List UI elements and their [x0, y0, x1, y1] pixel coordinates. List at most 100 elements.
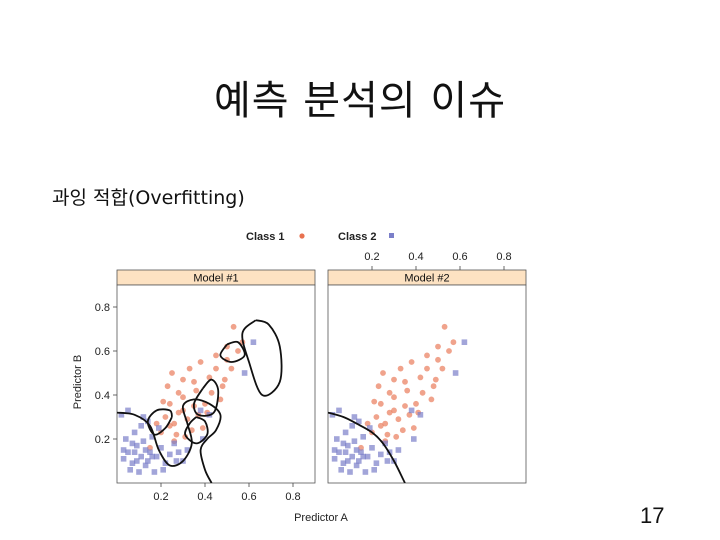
point-class-2: [173, 458, 180, 464]
point-class-1: [377, 422, 384, 429]
point-class-1: [364, 420, 371, 427]
point-class-2: [351, 414, 358, 420]
point-class-1: [191, 378, 197, 385]
point-class-2: [342, 449, 349, 455]
point-class-1: [435, 356, 441, 363]
point-class-2: [140, 414, 147, 420]
point-class-1: [377, 400, 384, 407]
point-class-1: [221, 376, 228, 383]
point-class-1: [208, 389, 215, 396]
point-class-2: [358, 449, 364, 455]
point-class-2: [331, 456, 338, 462]
point-class-2: [160, 467, 166, 473]
point-class-2: [351, 438, 358, 444]
x-tick-label-top: 0.6: [452, 251, 467, 263]
x-tick-label: 0.4: [197, 491, 212, 503]
point-class-2: [147, 449, 153, 455]
point-class-2: [167, 451, 173, 458]
point-class-1: [450, 339, 457, 346]
point-class-1: [217, 396, 224, 403]
point-class-1: [213, 352, 219, 359]
point-class-2: [120, 456, 127, 462]
point-class-1: [386, 409, 393, 416]
point-class-2: [369, 445, 375, 451]
point-class-1: [175, 409, 182, 416]
legend-label-class-1: Class 1: [246, 231, 285, 243]
point-class-2: [382, 440, 388, 447]
point-class-2: [134, 442, 140, 449]
point-class-1: [180, 394, 186, 401]
panel-frame: [327, 284, 527, 484]
point-class-2: [129, 440, 136, 447]
point-class-2: [342, 429, 349, 436]
point-class-1: [230, 323, 237, 330]
panel-2: Model #2 0.2 0.4 0.6 0.8: [327, 251, 527, 484]
point-class-1: [384, 431, 391, 438]
point-class-1: [397, 365, 404, 372]
point-class-2: [364, 453, 371, 460]
point-class-2: [184, 447, 191, 453]
point-class-2: [340, 440, 347, 447]
point-class-2: [138, 453, 144, 460]
point-class-2: [336, 449, 342, 455]
point-class-2: [171, 440, 177, 447]
point-class-2: [149, 434, 155, 440]
x-tick-label: 0.6: [241, 491, 256, 503]
point-class-2: [345, 458, 351, 464]
point-class-2: [134, 458, 140, 464]
point-class-2: [384, 458, 391, 464]
point-class-2: [360, 453, 366, 460]
y-axis-title: Predictor B: [72, 355, 84, 409]
point-class-1: [373, 414, 380, 420]
point-class-1: [153, 420, 160, 427]
point-class-2: [118, 412, 125, 418]
x-tick-label-top: 0.8: [496, 251, 511, 263]
point-class-2: [461, 339, 468, 345]
point-class-2: [340, 460, 347, 466]
point-class-1: [406, 411, 413, 418]
point-class-2: [334, 436, 340, 442]
point-class-1: [380, 370, 386, 376]
x-tick-label-top: 0.2: [364, 251, 379, 263]
point-class-2: [373, 460, 380, 466]
point-class-2: [411, 436, 417, 442]
point-class-1: [197, 359, 204, 365]
slide-subtitle: 과잉 적합(Overfitting): [52, 187, 245, 209]
y-tick-label: 0.4: [95, 390, 110, 402]
panel-strip-label: Model #2: [404, 273, 449, 285]
point-class-2: [331, 447, 338, 453]
x-tick-label: 0.8: [285, 491, 300, 503]
point-class-2: [353, 462, 360, 469]
point-class-2: [153, 453, 160, 460]
x-tick-label: 0.2: [153, 491, 168, 503]
point-class-2: [149, 453, 155, 460]
point-class-2: [162, 460, 169, 466]
panel-plot-area: [117, 319, 283, 483]
point-class-1: [175, 389, 182, 396]
point-class-2: [356, 418, 362, 425]
point-class-1: [162, 414, 169, 420]
point-class-1: [391, 376, 397, 383]
point-class-2: [371, 467, 377, 473]
point-class-2: [175, 449, 182, 455]
y-tick-label: 0.6: [95, 346, 110, 358]
page-number: 17: [640, 503, 665, 528]
point-class-2: [138, 423, 144, 429]
point-class-1: [391, 394, 397, 401]
point-class-1: [410, 425, 417, 431]
x-axis-title: Predictor A: [294, 512, 348, 524]
point-class-1: [160, 398, 167, 405]
point-class-2: [356, 458, 362, 464]
point-class-1: [382, 420, 389, 427]
legend-marker-class-2: [389, 233, 394, 238]
point-class-2: [250, 339, 257, 345]
point-class-2: [123, 436, 129, 442]
decision-boundary: [192, 378, 220, 417]
decision-boundary: [117, 398, 222, 483]
point-class-1: [439, 365, 446, 372]
point-class-1: [199, 425, 206, 431]
point-class-1: [358, 444, 364, 451]
point-class-2: [395, 447, 402, 453]
point-class-1: [235, 348, 241, 354]
point-class-2: [129, 460, 136, 466]
